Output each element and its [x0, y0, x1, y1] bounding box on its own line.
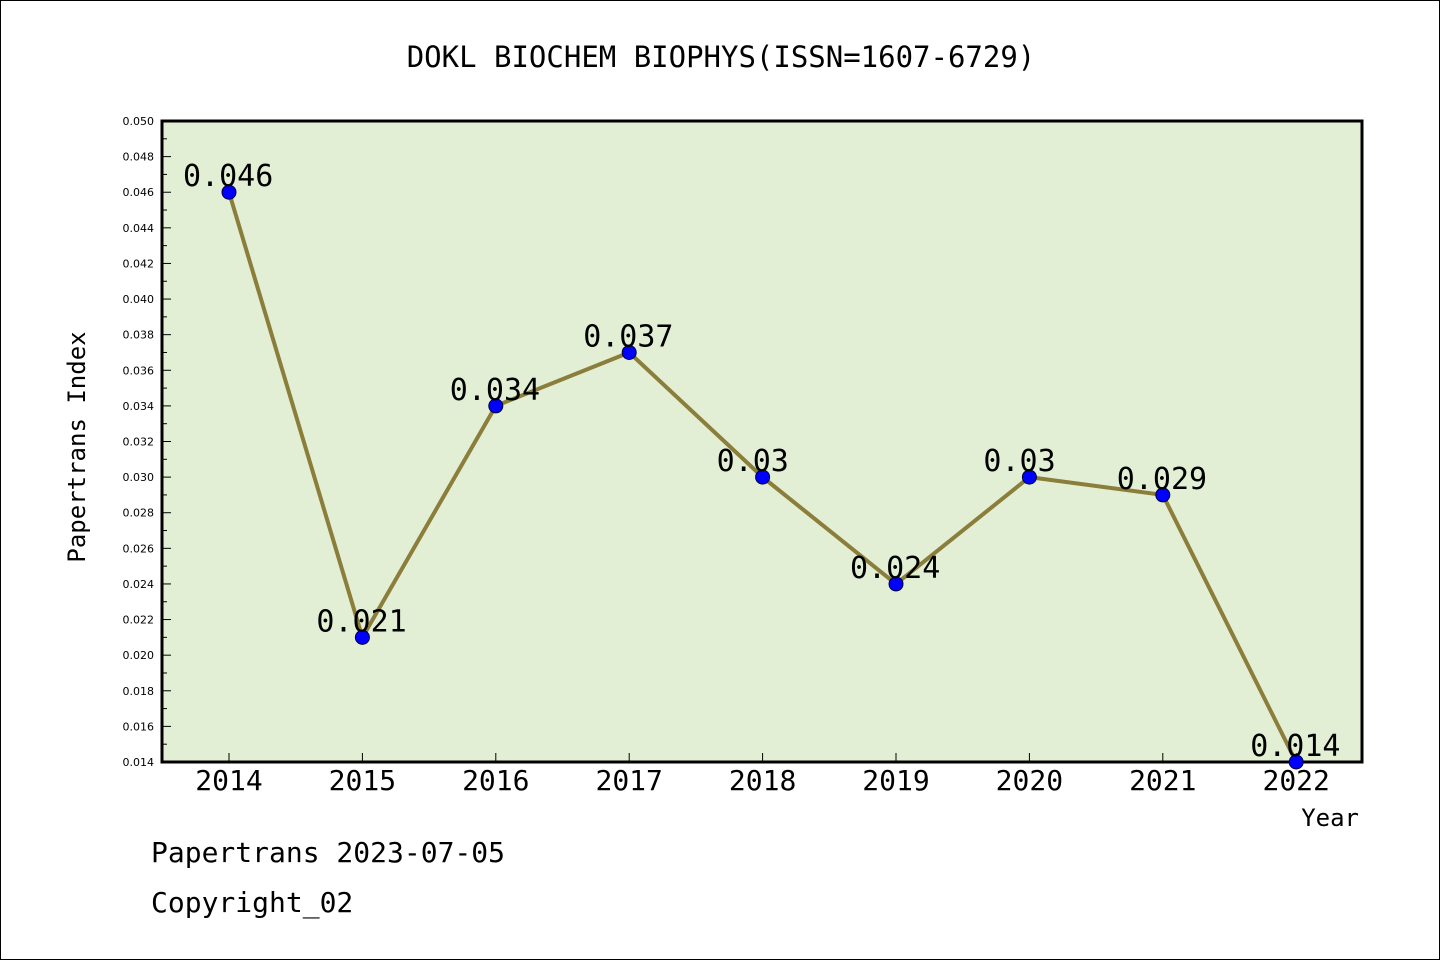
- y-tick-label: 0.040: [123, 293, 155, 306]
- x-tick-label: 2018: [729, 764, 796, 797]
- y-tick-label: 0.024: [123, 578, 155, 591]
- footer-date-line: Papertrans 2023-07-05: [151, 836, 506, 869]
- data-point-2018: [755, 469, 771, 485]
- data-point-2022: [1288, 754, 1304, 770]
- data-label-2020: 0.03: [983, 444, 1055, 479]
- plot-area: [160, 119, 1364, 764]
- data-label-2021: 0.029: [1117, 462, 1207, 497]
- y-tick-label: 0.026: [123, 542, 155, 555]
- x-tick-label: 2015: [329, 764, 396, 797]
- x-axis-label: Year: [1301, 804, 1359, 832]
- data-label-2014: 0.046: [183, 159, 273, 194]
- footer-copyright-line: Copyright_02: [151, 886, 354, 919]
- y-tick-label: 0.050: [123, 115, 155, 128]
- y-tick-label: 0.016: [123, 720, 155, 733]
- data-label-2015: 0.021: [316, 604, 406, 639]
- data-point-2019: [888, 576, 904, 592]
- y-tick-label: 0.022: [123, 614, 155, 627]
- y-tick-label: 0.034: [123, 400, 155, 413]
- x-tick-label: 2014: [195, 764, 262, 797]
- y-tick-label: 0.046: [123, 186, 155, 199]
- data-point-2014: [221, 184, 237, 200]
- data-label-2016: 0.034: [450, 373, 540, 408]
- y-tick-label: 0.032: [123, 436, 155, 449]
- y-tick-label: 0.028: [123, 507, 155, 520]
- y-tick-label: 0.042: [123, 257, 155, 270]
- data-point-2016: [488, 398, 504, 414]
- series-line: [221, 184, 1304, 770]
- y-tick-label: 0.020: [123, 649, 155, 662]
- data-label-2022: 0.014: [1250, 729, 1340, 764]
- x-tick-label: 2020: [996, 764, 1063, 797]
- y-tick-label: 0.014: [123, 756, 155, 769]
- data-point-2020: [1021, 469, 1037, 485]
- y-axis: 0.014 0.016 0.018 0.020 0.022 0.024 0.026 0.028…: [123, 115, 171, 769]
- y-axis-label: Papertrans Index: [63, 331, 91, 562]
- data-point-2015: [354, 629, 370, 645]
- y-tick-label: 0.018: [123, 685, 155, 698]
- y-tick-label: 0.044: [123, 222, 155, 235]
- data-point-2021: [1155, 487, 1171, 503]
- y-tick-label: 0.038: [123, 329, 155, 342]
- data-label-2019: 0.024: [850, 551, 940, 586]
- data-labels: 0.046 0.021 0.034 0.037 0.03 0.024 0.03 0.029 0.…: [183, 159, 1341, 764]
- x-tick-label: 2016: [462, 764, 529, 797]
- data-label-2018: 0.03: [717, 444, 789, 479]
- x-tick-label: 2021: [1129, 764, 1196, 797]
- y-tick-label: 0.048: [123, 151, 155, 164]
- y-tick-label: 0.036: [123, 364, 155, 377]
- data-point-2017: [621, 344, 637, 360]
- x-axis: 2014 2015 2016 2017 2018 2019 2020 2021 2022: [195, 753, 1330, 797]
- chart-title: DOKL BIOCHEM BIOPHYS(ISSN=1607-6729): [407, 40, 1036, 74]
- x-tick-label: 2019: [862, 764, 929, 797]
- y-tick-label: 0.030: [123, 471, 155, 484]
- data-label-2017: 0.037: [583, 319, 673, 354]
- x-tick-label: 2017: [595, 764, 662, 797]
